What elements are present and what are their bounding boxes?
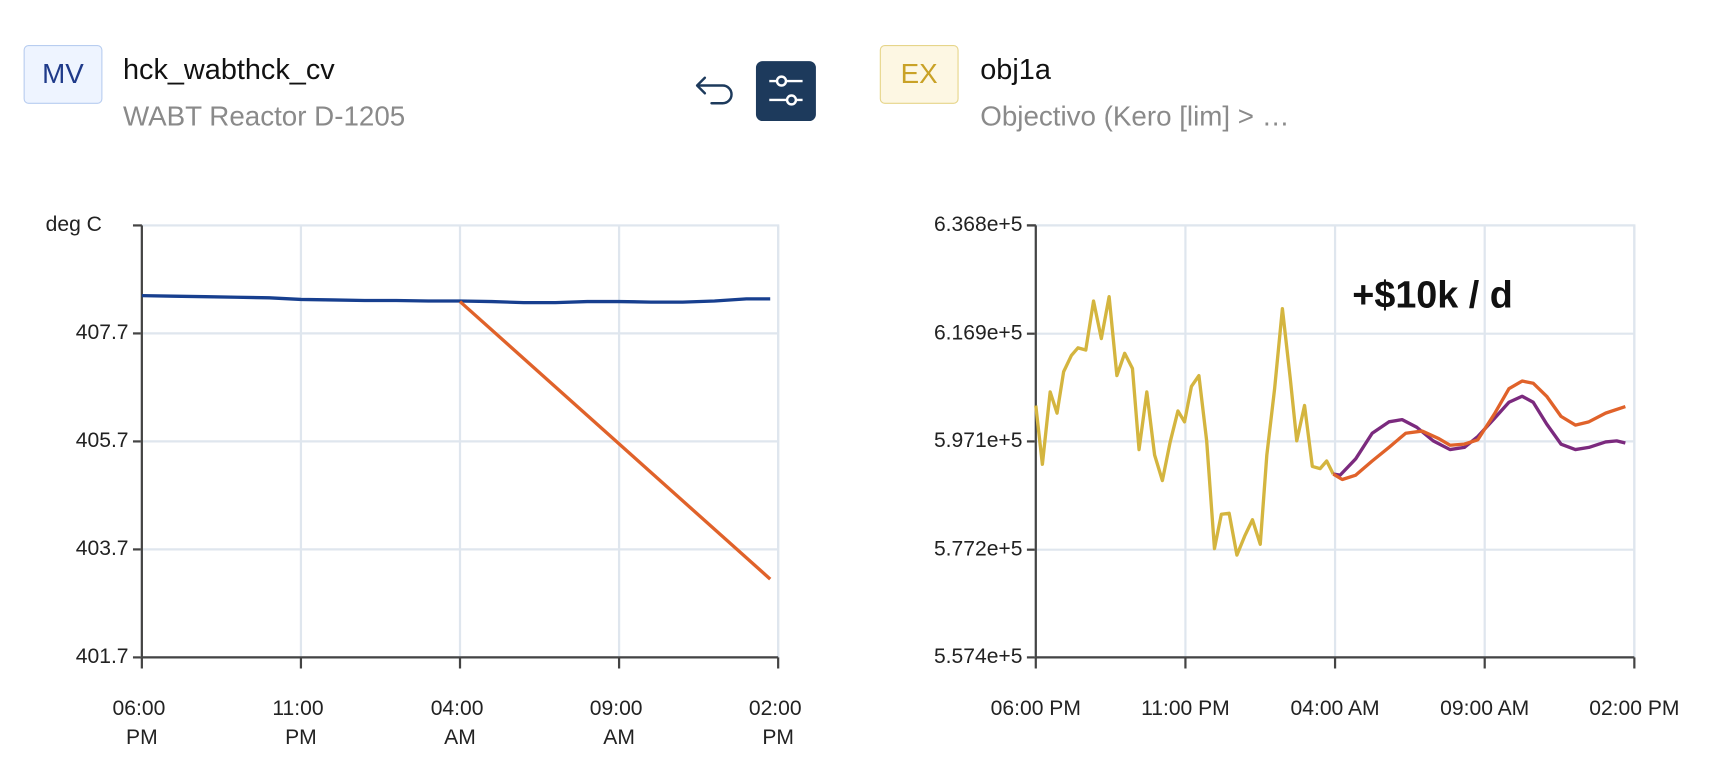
badge (879, 44, 959, 104)
x-tick-label: 04:00 AM (431, 697, 490, 749)
y-axis-label: deg C (46, 213, 102, 236)
y-tick-label: 405.7 (76, 429, 129, 452)
panel-title: hck_wabthck_cv (123, 54, 335, 86)
x-tick-label: 02:00 PM (1589, 697, 1679, 720)
badge-text: MV (42, 58, 84, 89)
series-line (1332, 379, 1626, 482)
series-line (141, 293, 771, 305)
x-tick-label: 02:00 PM (749, 697, 808, 749)
y-tick-label: 407.7 (76, 321, 129, 344)
series-line (458, 300, 772, 581)
x-tick-label: 11:00 PM (272, 697, 329, 749)
y-tick-label: 6.169e+5 (934, 321, 1023, 344)
panel-title: obj1a (980, 54, 1052, 86)
x-tick-label: 06:00 PM (991, 697, 1081, 720)
y-tick-label: 5.772e+5 (934, 537, 1023, 560)
panel-subtitle: Objectivo (Kero [lim] > … (980, 100, 1289, 131)
undo-button[interactable] (695, 76, 733, 105)
annotation: +$10k / d (1352, 274, 1513, 316)
badge (23, 44, 103, 104)
settings-button[interactable] (755, 61, 816, 122)
x-tick-label: 09:00 AM (1440, 697, 1529, 720)
y-tick-label: 6.368e+5 (934, 213, 1023, 236)
x-tick-label: 09:00 AM (590, 697, 649, 749)
x-tick-label: 04:00 AM (1291, 697, 1380, 720)
x-tick-label: 06:00 PM (113, 697, 172, 749)
badge-text: EX (901, 58, 938, 89)
y-tick-label: 403.7 (76, 537, 129, 560)
x-tick-label: 11:00 PM (1141, 697, 1230, 720)
y-tick-label: 5.971e+5 (934, 429, 1023, 452)
series-line (1034, 295, 1335, 557)
y-tick-label: 401.7 (76, 645, 129, 668)
panel-subtitle: WABT Reactor D-1205 (123, 100, 405, 131)
y-tick-label: 5.574e+5 (934, 645, 1023, 668)
